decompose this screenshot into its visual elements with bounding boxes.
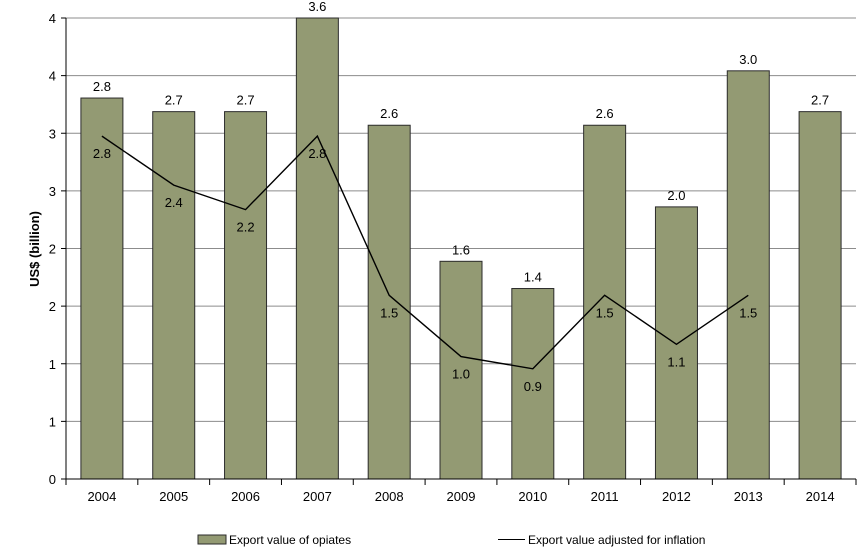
- x-tick-label: 2005: [159, 489, 188, 504]
- bar: [583, 124, 627, 480]
- y-tick-label: 1: [49, 357, 56, 372]
- bar-value-label: 1.6: [452, 242, 470, 257]
- y-tick-label: 4: [49, 11, 56, 26]
- x-tick-label: 2009: [447, 489, 476, 504]
- line-value-label: 1.0: [452, 367, 470, 382]
- x-tick-label: 2011: [591, 489, 619, 504]
- bar: [439, 260, 483, 480]
- y-tick-label: 4: [49, 69, 56, 84]
- x-tick-label: 2007: [303, 489, 332, 504]
- line-value-label: 2.4: [165, 195, 183, 210]
- x-tick-label: 2008: [375, 489, 404, 504]
- legend-label-line: Export value adjusted for inflation: [528, 533, 705, 547]
- x-tick-label: 2013: [734, 489, 763, 504]
- line-value-label: 2.8: [308, 146, 326, 161]
- bar: [80, 97, 124, 480]
- bar-value-label: 1.4: [524, 270, 542, 285]
- x-tick-label: 2006: [231, 489, 260, 504]
- bar: [511, 288, 555, 480]
- x-tick-labels: 2004 2005 2006 2007 2008 2009 2010 2011 2012 2013…: [87, 489, 834, 504]
- bar-value-label: 2.7: [237, 93, 255, 108]
- line-data-labels: 2.8 2.4 2.2 2.8 1.5 1.0 0.9 1.5 1.1 1.5: [93, 146, 757, 394]
- bar: [295, 17, 339, 480]
- x-tick-label: 2014: [806, 489, 835, 504]
- x-tick-label: 2012: [662, 489, 691, 504]
- bar-value-label: 2.8: [93, 79, 111, 94]
- line-value-label: 0.9: [524, 379, 542, 394]
- y-axis-title: US$ (billion): [27, 211, 42, 287]
- bar-value-label: 2.6: [596, 106, 614, 121]
- bar: [798, 111, 842, 480]
- y-tick-label: 3: [49, 126, 56, 141]
- line-value-label: 2.2: [237, 220, 255, 235]
- line-value-label: 1.5: [739, 305, 757, 320]
- bar-value-label: 3.6: [308, 0, 326, 14]
- line-value-label: 1.5: [380, 305, 398, 320]
- bar-value-label: 2.7: [165, 93, 183, 108]
- y-tick-label: 3: [49, 184, 56, 199]
- y-tick-label: 1: [49, 414, 56, 429]
- bar-value-label: 3.0: [739, 52, 757, 67]
- line-series: [101, 134, 749, 370]
- y-tick-label: 2: [49, 299, 56, 314]
- bar-data-labels: 2.8 2.7 2.7 3.6 2.6 1.6 1.4 2.6 2.0 3.0 2.7: [93, 0, 829, 285]
- x-tick-label: 2010: [518, 489, 547, 504]
- legend: Export value of opiates Export value adj…: [197, 533, 705, 547]
- bar: [726, 70, 770, 480]
- line-value-label: 2.8: [93, 146, 111, 161]
- bar-value-label: 2.7: [811, 93, 829, 108]
- bar-series: [80, 17, 842, 480]
- y-tick-label: 0: [49, 472, 56, 487]
- bar: [367, 124, 411, 480]
- y-tick-labels: 0 1 1 2 2 3 3 4 4: [49, 11, 56, 487]
- axes: [65, 18, 857, 485]
- bar-value-label: 2.6: [380, 106, 398, 121]
- line-value-label: 1.5: [596, 305, 614, 320]
- x-tick-label: 2004: [87, 489, 116, 504]
- bar: [654, 206, 698, 480]
- y-tick-label: 2: [49, 242, 56, 257]
- bar-value-label: 2.0: [667, 188, 685, 203]
- bar: [152, 111, 196, 480]
- line-value-label: 1.1: [667, 354, 685, 369]
- line-path: [101, 134, 749, 370]
- bar: [224, 111, 268, 480]
- legend-swatch-bars: [197, 534, 227, 545]
- legend-label-bars: Export value of opiates: [229, 533, 351, 547]
